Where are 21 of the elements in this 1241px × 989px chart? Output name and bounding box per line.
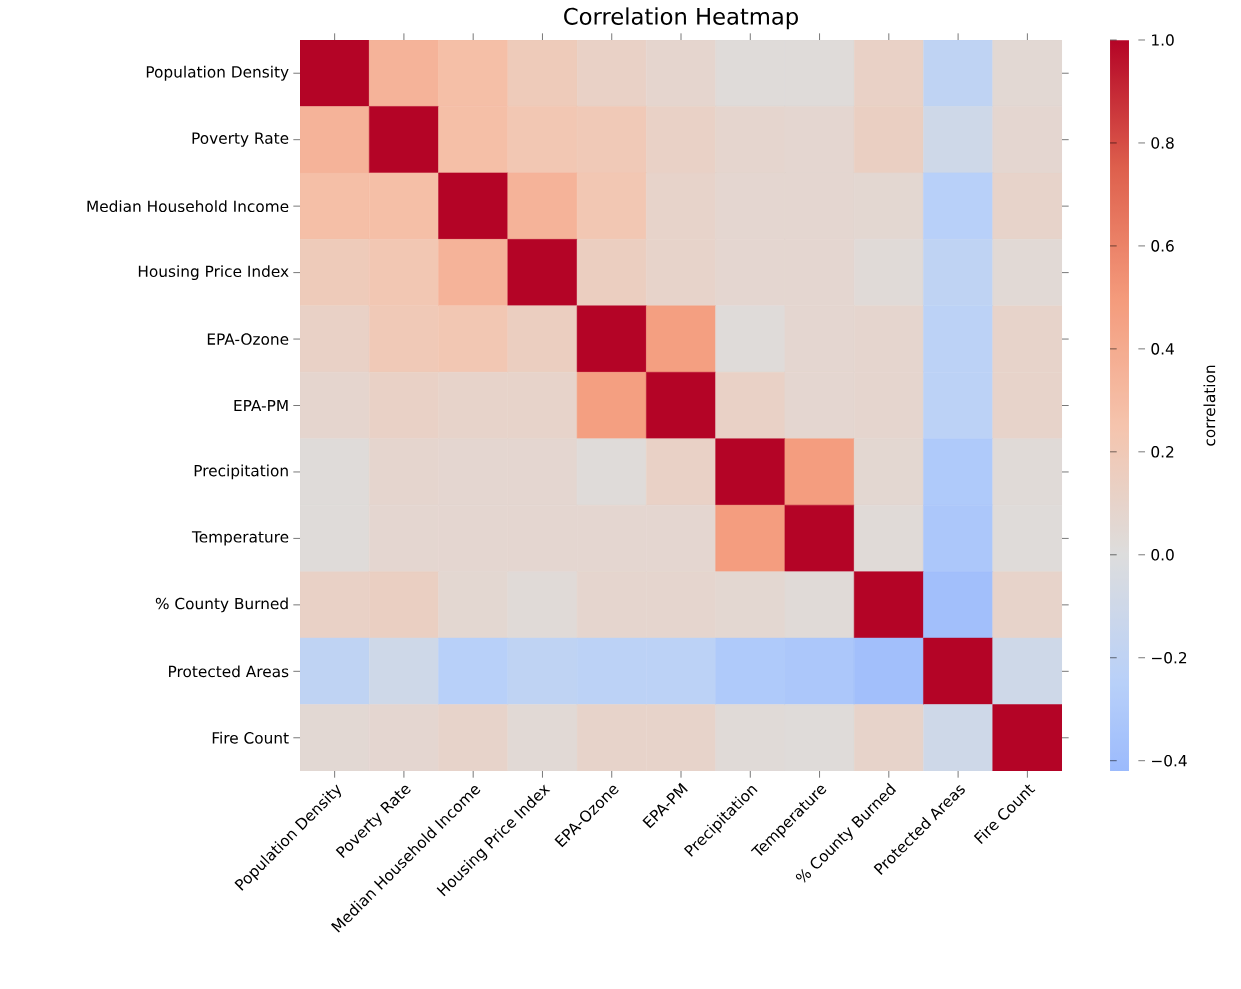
color-bar-label: 0.4: [1151, 343, 1174, 355]
chart-title: Correlation Heatmap: [564, 7, 798, 30]
y-tick-label: EPA-Ozone: [207, 333, 289, 345]
y-tick-label: Poverty Rate: [192, 132, 289, 147]
y-tick-label: % County Burned: [155, 597, 288, 613]
color-bar-label: 0.8: [1151, 137, 1174, 149]
color-bar-label: −0.2: [1152, 651, 1187, 664]
color-bar-label: 0.6: [1151, 240, 1174, 252]
y-tick-label: EPA-PM: [234, 399, 288, 412]
y-tick-label: Population Density: [146, 65, 289, 81]
y-tick-label: Housing Price Index: [138, 265, 289, 280]
color-bar-label: 0.0: [1151, 548, 1174, 561]
color-bar-label: 1.0: [1152, 34, 1174, 46]
y-tick-label: Protected Areas: [169, 665, 289, 678]
y-tick-label: Precipitation: [194, 464, 288, 480]
y-tick-label: Temperature: [191, 531, 289, 546]
y-tick-label: Fire Count: [212, 731, 289, 744]
color-bar-label: −0.4: [1152, 754, 1187, 767]
color-bar-title: correlation: [1203, 365, 1216, 446]
color-bar-label: 0.2: [1151, 446, 1174, 458]
y-tick-label: Median Household Income: [87, 200, 289, 213]
